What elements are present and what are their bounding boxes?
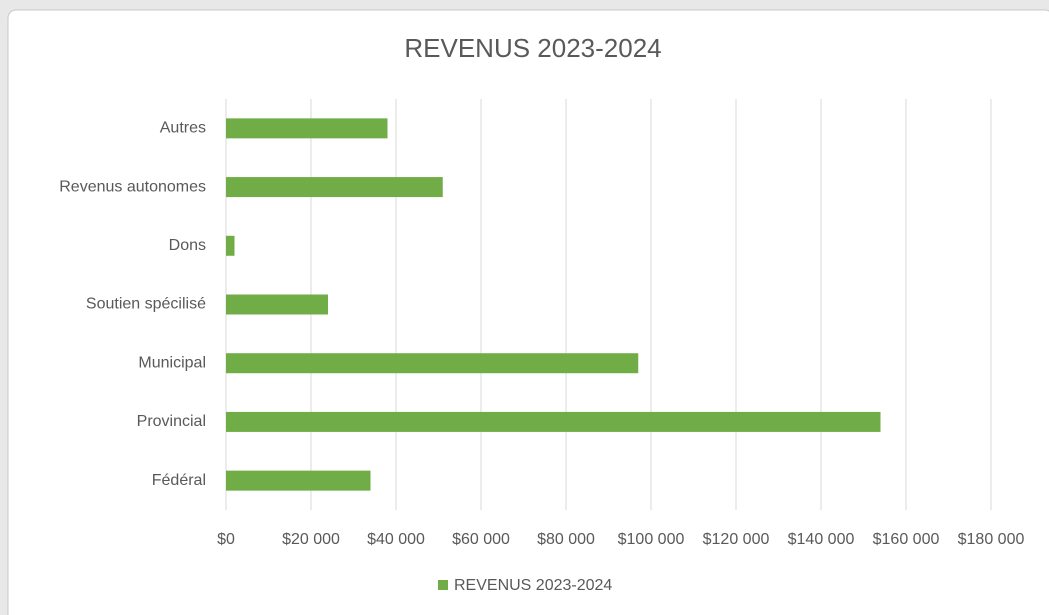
y-tick-label: Revenus autonomes	[59, 178, 206, 195]
x-tick-label: $120 000	[703, 531, 770, 548]
x-tick-label: $20 000	[282, 531, 340, 548]
x-tick-label: $140 000	[788, 531, 855, 548]
y-tick-label: Provincial	[137, 413, 206, 430]
y-tick-label: Municipal	[138, 354, 206, 371]
bar	[226, 411, 881, 432]
y-tick-label: Autres	[160, 120, 206, 137]
bar	[226, 177, 443, 198]
y-tick-label: Fédéral	[152, 472, 206, 489]
x-tick-label: $160 000	[873, 531, 940, 548]
legend-swatch	[438, 580, 448, 590]
x-tick-label: $0	[217, 531, 235, 548]
bar	[226, 294, 328, 315]
legend-label: REVENUS 2023-2024	[454, 577, 612, 594]
x-tick-label: $40 000	[367, 531, 425, 548]
bar	[226, 470, 371, 491]
bar	[226, 235, 235, 256]
chart-title: REVENUS 2023-2024	[404, 33, 661, 63]
x-tick-label: $80 000	[537, 531, 595, 548]
y-tick-label: Dons	[169, 237, 206, 254]
bar	[226, 118, 388, 139]
x-tick-label: $180 000	[958, 531, 1025, 548]
bar	[226, 353, 639, 374]
x-tick-label: $100 000	[618, 531, 685, 548]
chart-area	[7, 9, 1049, 615]
y-tick-label: Soutien spécilisé	[86, 296, 206, 313]
x-tick-label: $60 000	[452, 531, 510, 548]
